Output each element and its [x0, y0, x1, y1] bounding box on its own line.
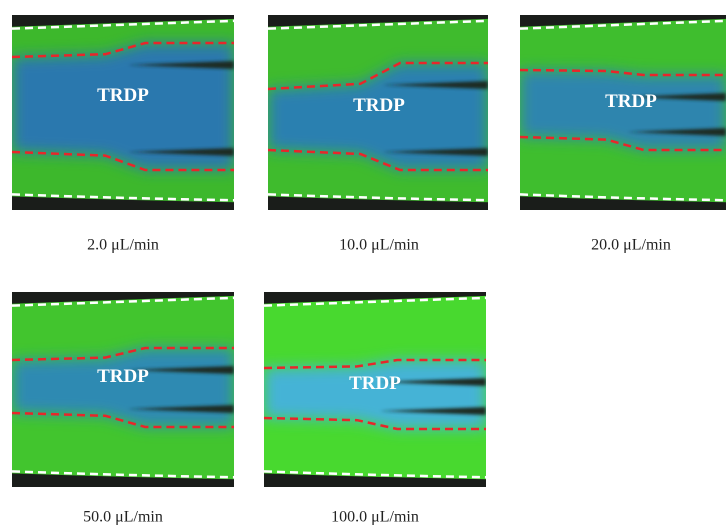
- panel: TRDP: [268, 15, 488, 210]
- panel-label: TRDP: [605, 91, 657, 112]
- panel-label: TRDP: [97, 85, 149, 106]
- panel-caption: 100.0 μL/min: [331, 509, 419, 526]
- panel-caption: 20.0 μL/min: [591, 237, 671, 254]
- panel-caption: 10.0 μL/min: [339, 237, 419, 254]
- panel: TRDP: [520, 15, 726, 210]
- panel-caption: 2.0 μL/min: [87, 237, 159, 254]
- panel: TRDP: [12, 292, 234, 487]
- panel-label: TRDP: [97, 366, 149, 387]
- panel: TRDP: [12, 15, 234, 210]
- panel: TRDP: [264, 292, 486, 487]
- panel-label: TRDP: [353, 95, 405, 116]
- figure: TRDP 2.0 μL/min TRDP 10.0 μL/min TRDP 20.0 μL…: [0, 0, 726, 529]
- panel-caption: 50.0 μL/min: [83, 509, 163, 526]
- panel-label: TRDP: [349, 373, 401, 394]
